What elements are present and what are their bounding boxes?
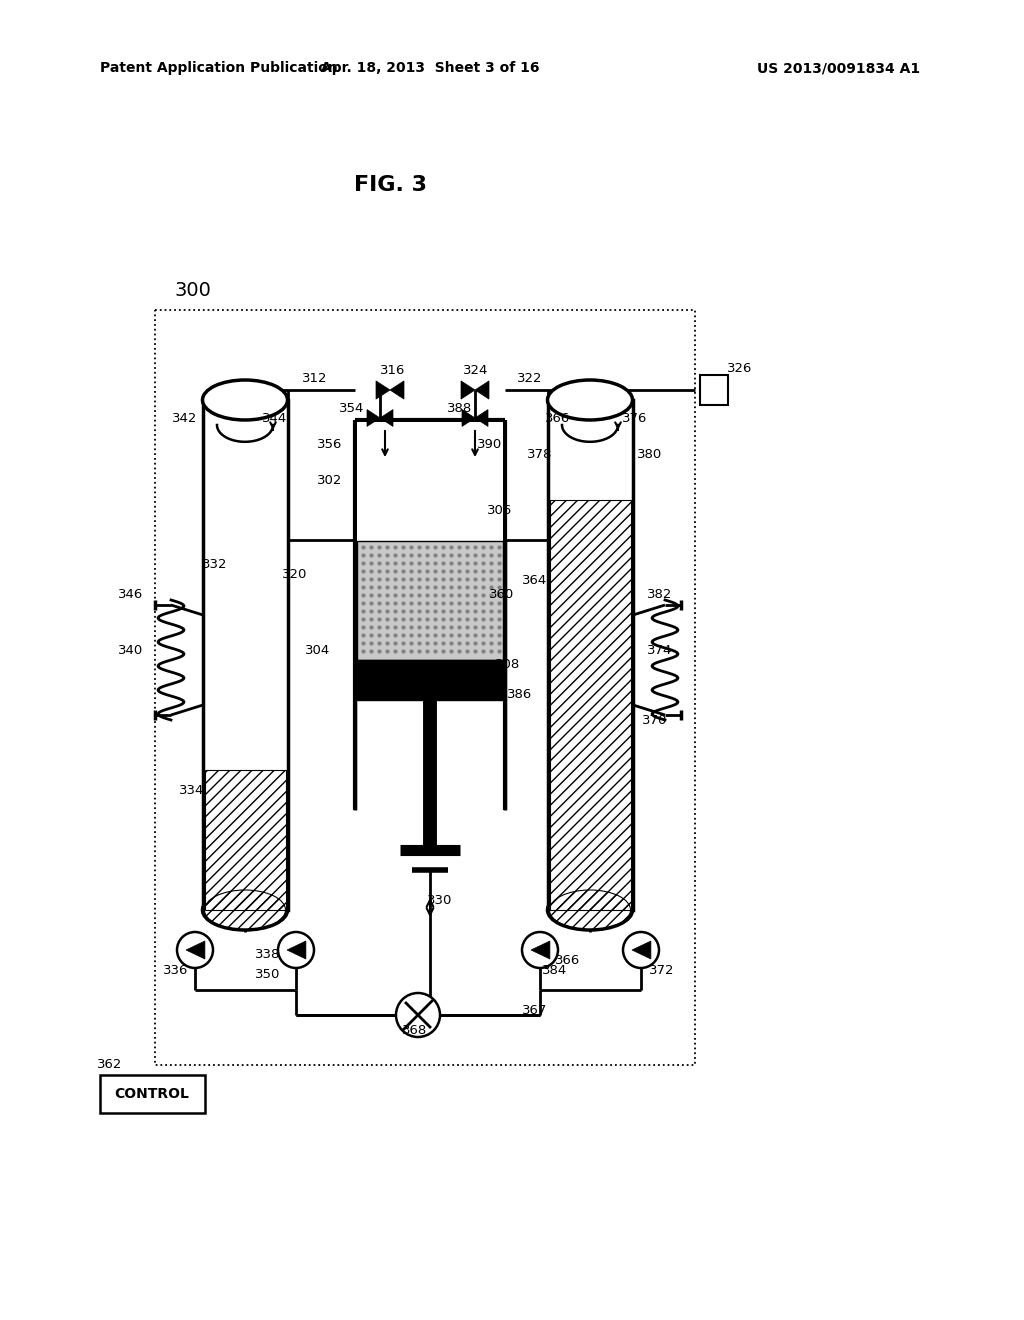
Bar	[357, 541, 503, 660]
Text: 382: 382	[647, 589, 673, 602]
Text: 372: 372	[649, 964, 675, 977]
Text: 370: 370	[642, 714, 668, 726]
Text: 364: 364	[522, 573, 548, 586]
Polygon shape	[367, 409, 380, 426]
Text: 388: 388	[447, 401, 473, 414]
Text: 302: 302	[317, 474, 343, 487]
Text: 300: 300	[175, 281, 212, 300]
Bar	[155, 310, 695, 1065]
Text: 366: 366	[546, 412, 570, 425]
Circle shape	[623, 932, 659, 968]
Bar	[357, 422, 503, 541]
Ellipse shape	[548, 380, 633, 420]
Polygon shape	[186, 941, 205, 960]
Text: 344: 344	[262, 412, 288, 425]
Circle shape	[177, 932, 213, 968]
Text: 336: 336	[163, 964, 188, 977]
Polygon shape	[461, 381, 475, 399]
Bar	[357, 660, 503, 700]
Text: Apr. 18, 2013  Sheet 3 of 16: Apr. 18, 2013 Sheet 3 of 16	[321, 61, 540, 75]
Text: 332: 332	[203, 558, 227, 572]
Ellipse shape	[548, 890, 633, 931]
Text: 378: 378	[527, 449, 553, 462]
Text: US 2013/0091834 A1: US 2013/0091834 A1	[757, 61, 920, 75]
Text: 368: 368	[402, 1023, 428, 1036]
Polygon shape	[475, 409, 488, 426]
Circle shape	[396, 993, 440, 1038]
Polygon shape	[376, 381, 390, 399]
Text: 326: 326	[727, 362, 753, 375]
Text: 366: 366	[555, 953, 581, 966]
Text: 390: 390	[477, 438, 503, 451]
Bar	[205, 770, 286, 909]
Text: 322: 322	[517, 371, 543, 384]
Text: 376: 376	[623, 412, 648, 425]
Bar	[548, 400, 633, 909]
Text: 342: 342	[172, 412, 198, 425]
Text: 306: 306	[487, 503, 513, 516]
Text: 340: 340	[119, 644, 143, 656]
Polygon shape	[632, 941, 651, 960]
Text: 334: 334	[179, 784, 205, 796]
Bar	[550, 500, 631, 909]
Text: 304: 304	[305, 644, 331, 656]
Text: 308: 308	[496, 659, 520, 672]
Text: CONTROL: CONTROL	[115, 1086, 189, 1101]
Text: 367: 367	[522, 1003, 548, 1016]
Ellipse shape	[203, 890, 288, 931]
Text: Patent Application Publication: Patent Application Publication	[100, 61, 338, 75]
Text: 338: 338	[255, 949, 281, 961]
Circle shape	[522, 932, 558, 968]
Text: 374: 374	[647, 644, 673, 656]
Text: 330: 330	[427, 894, 453, 907]
Text: 324: 324	[463, 363, 488, 376]
Bar	[550, 500, 631, 909]
Text: FIG. 3: FIG. 3	[353, 176, 427, 195]
Bar	[700, 375, 728, 405]
Text: 320: 320	[283, 569, 307, 582]
Text: 362: 362	[97, 1059, 123, 1072]
Polygon shape	[287, 941, 306, 960]
Ellipse shape	[203, 380, 288, 420]
Bar	[100, 1074, 205, 1113]
Text: 316: 316	[380, 363, 406, 376]
Text: 312: 312	[302, 371, 328, 384]
Text: 346: 346	[119, 589, 143, 602]
Bar	[205, 770, 286, 909]
Text: 356: 356	[317, 438, 343, 451]
Text: 380: 380	[637, 449, 663, 462]
Polygon shape	[390, 381, 404, 399]
Polygon shape	[531, 941, 550, 960]
Text: 354: 354	[339, 401, 365, 414]
Bar	[203, 400, 288, 909]
Text: 360: 360	[489, 589, 515, 602]
Text: 384: 384	[543, 964, 567, 977]
Polygon shape	[475, 381, 489, 399]
Polygon shape	[380, 409, 393, 426]
Polygon shape	[462, 409, 475, 426]
Text: 386: 386	[507, 689, 532, 701]
Text: 350: 350	[255, 969, 281, 982]
Circle shape	[278, 932, 314, 968]
